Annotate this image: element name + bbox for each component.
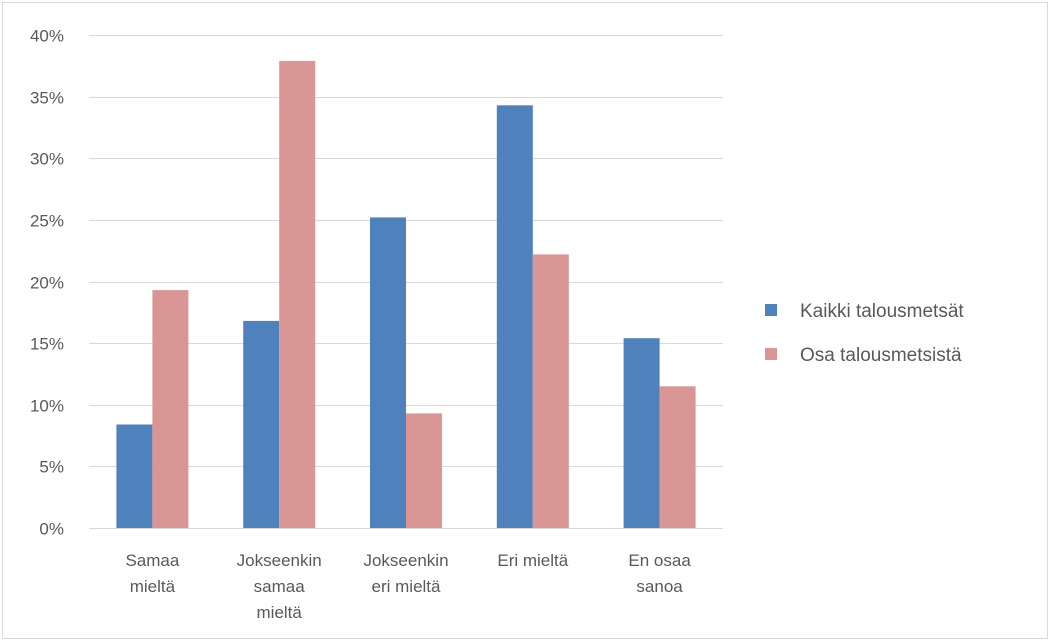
x-category-label: Jokseenkin samaa mieltä bbox=[237, 551, 322, 622]
y-tick-label: 30% bbox=[30, 150, 64, 169]
x-category-line: Jokseenkin bbox=[237, 551, 322, 570]
x-category-line: En osaa bbox=[628, 551, 691, 570]
legend-swatch bbox=[765, 304, 777, 316]
legend-label: Kaikki talousmetsät bbox=[800, 301, 964, 322]
x-category-line: mieltä bbox=[130, 577, 176, 596]
x-category-line: Jokseenkin bbox=[363, 551, 448, 570]
bar-kaikki-2 bbox=[370, 217, 406, 528]
x-category-line: sanoa bbox=[636, 577, 683, 596]
y-tick-label: 5% bbox=[39, 458, 64, 477]
bar-osa-3 bbox=[532, 254, 569, 528]
x-category-label: Eri mieltä bbox=[497, 551, 568, 570]
bar-kaikki-1 bbox=[243, 320, 280, 528]
bar-osa-1 bbox=[279, 60, 316, 529]
y-tick-label: 15% bbox=[30, 335, 64, 354]
x-category-label: Samaa mieltä bbox=[125, 551, 179, 596]
x-category-line: eri mieltä bbox=[372, 577, 442, 596]
x-category-label: Jokseenkin eri mieltä bbox=[363, 551, 448, 596]
y-tick-label: 0% bbox=[39, 520, 64, 539]
legend-label: Osa talousmetsistä bbox=[800, 345, 962, 366]
x-category-line: Samaa bbox=[125, 551, 179, 570]
bar-kaikki-3 bbox=[496, 105, 533, 529]
y-tick-label: 40% bbox=[30, 27, 64, 46]
legend-swatch bbox=[765, 348, 777, 360]
legend: Kaikki talousmetsät Osa talousmetsistä bbox=[765, 301, 964, 366]
x-category-line: mieltä bbox=[257, 603, 303, 622]
bar-osa-0 bbox=[152, 290, 189, 528]
y-axis-ticks: 0% 5% 10% 15% 20% 25% 30% 35% 40% bbox=[30, 27, 64, 539]
bar-kaikki-0 bbox=[116, 424, 153, 528]
bar-kaikki-4 bbox=[623, 338, 660, 528]
x-category-line: Eri mieltä bbox=[497, 551, 568, 570]
y-tick-label: 35% bbox=[30, 89, 64, 108]
x-category-line: samaa bbox=[254, 577, 306, 596]
bar-osa-2 bbox=[406, 413, 442, 528]
bar-osa-4 bbox=[659, 386, 696, 528]
bars bbox=[116, 60, 696, 529]
y-tick-label: 25% bbox=[30, 212, 64, 231]
y-tick-label: 20% bbox=[30, 274, 64, 293]
y-tick-label: 10% bbox=[30, 397, 64, 416]
x-category-label: En osaa sanoa bbox=[628, 551, 691, 596]
